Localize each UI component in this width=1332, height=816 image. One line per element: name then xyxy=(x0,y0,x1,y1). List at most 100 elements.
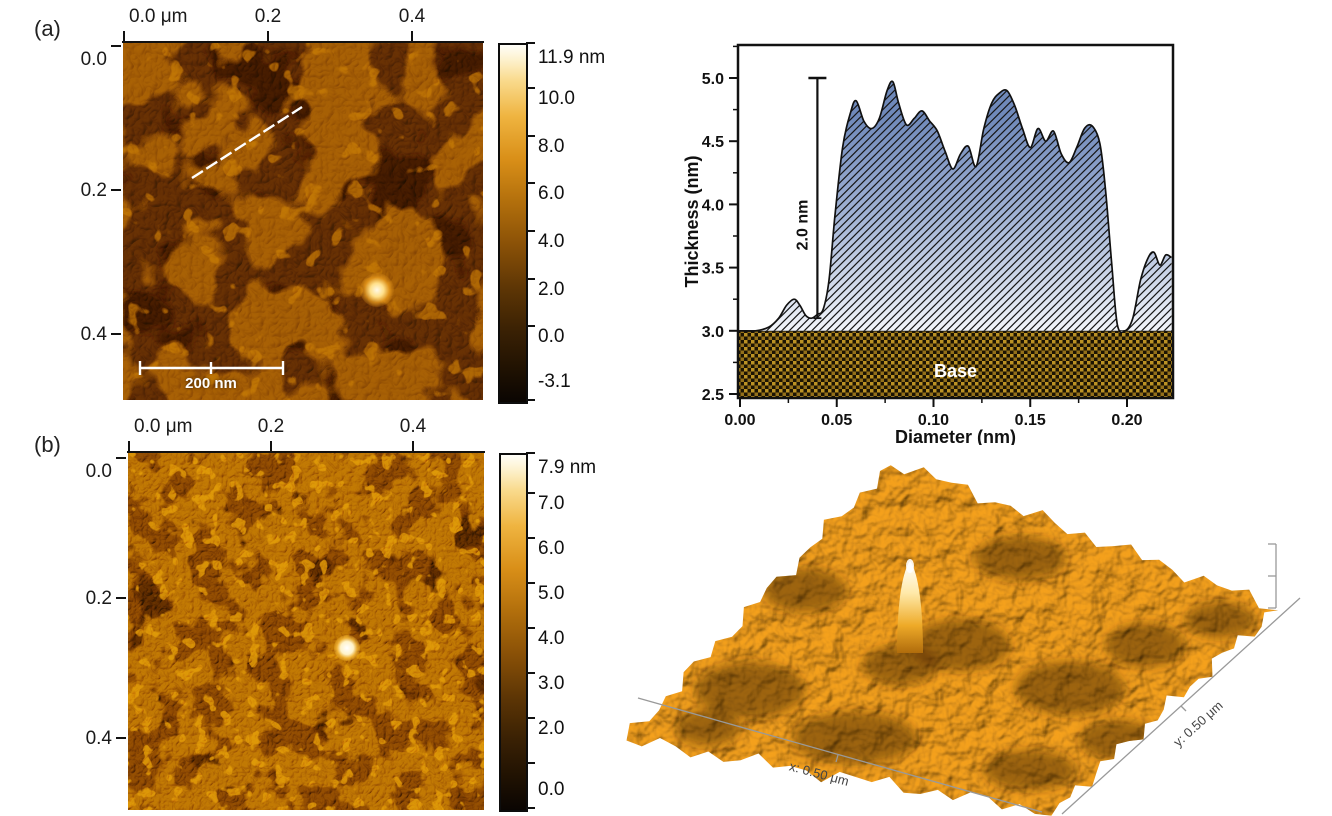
afm-topography-image-b xyxy=(128,453,484,810)
panel-a-y-tick-label: 0.4 xyxy=(80,324,107,345)
panel-a-cb-tick xyxy=(526,182,535,185)
panel-a-cb-tick xyxy=(526,399,535,401)
panel-b-cb-tick xyxy=(526,582,535,585)
height-annotation xyxy=(808,76,827,320)
panel-a-x-tick-label: 0.2 xyxy=(254,6,282,27)
panel-a-cb-label: 0.0 xyxy=(538,326,565,348)
panel-a-cb-label: 6.0 xyxy=(538,183,565,205)
colorbar-b xyxy=(499,453,528,812)
panel-b-label: (b) xyxy=(34,432,61,457)
y-tick-label: 3.0 xyxy=(702,324,724,341)
colorbar-a xyxy=(498,43,528,404)
base-region xyxy=(737,330,1174,399)
panel-a-y-tick xyxy=(111,189,121,191)
panel-b-x-tick-label: 0.2 xyxy=(257,416,285,437)
panel-b-x-tick-label: 0.0 μm xyxy=(134,416,193,437)
panel-b-cb-label: 0.0 xyxy=(538,779,565,800)
panel-a-y-tick-label: 0.0 xyxy=(80,49,107,70)
panel-a-cb-tick xyxy=(526,87,535,90)
profile-area-hatch xyxy=(740,81,1172,333)
panel-b-y-tick xyxy=(116,737,126,739)
bright-particle-a xyxy=(360,273,394,307)
x-tick-label: 0.05 xyxy=(821,412,852,429)
panel-b-y-tick xyxy=(116,597,126,599)
panel-b-cb-label: 4.0 xyxy=(538,628,565,650)
base-label: Base xyxy=(934,361,977,381)
panel-a-cb-tick xyxy=(526,277,535,280)
panel-b-cb-tick xyxy=(526,672,535,675)
panel-a-cb-label: 4.0 xyxy=(538,231,565,253)
panel-a-cb-label: 2.0 xyxy=(538,278,565,300)
panel-b-cb-tick xyxy=(526,717,535,720)
panel-a-cb-tick xyxy=(526,134,535,137)
panel-a-cb-label: -3.1 xyxy=(538,371,571,392)
panel-b-cb-tick xyxy=(526,452,535,454)
y-tick-label: 4.5 xyxy=(702,134,724,151)
panel-a-x-tick-label: 0.4 xyxy=(398,6,426,27)
panel-b-cb-label: 7.9 nm xyxy=(538,457,597,478)
panel-a-y-tick-label: 0.2 xyxy=(80,180,107,201)
panel-b-y-tick-label: 0.0 xyxy=(85,461,112,482)
panel-a-top-axis-line xyxy=(122,41,484,43)
panel-b-x-tick xyxy=(412,441,414,451)
panel-a-cb-tick xyxy=(526,230,535,233)
x-tick-label: 0.20 xyxy=(1111,412,1142,429)
thickness-profile-chart: 2.5 3.0 3.5 4.0 4.5 5.0 0.00 0.05 0.10 0.15 0.20 Di… xyxy=(682,43,1175,445)
panel-a-x-tick xyxy=(267,31,269,41)
panel-b-cb-tick xyxy=(526,537,535,540)
panel-b-cb-label: 6.0 xyxy=(538,538,565,560)
panel-b-cb-label: 7.0 xyxy=(538,493,565,515)
panel-a-x-tick xyxy=(411,31,413,41)
x-tick-label: 0.15 xyxy=(1015,412,1046,429)
annotation-label: 2.0 nm xyxy=(794,200,811,251)
x-axis-title: Diameter (nm) xyxy=(895,427,1016,445)
x-tick-label: 0.10 xyxy=(918,412,949,429)
y-axis-title: Thickness (nm) xyxy=(682,155,702,287)
panel-b-cb-tick xyxy=(526,627,535,630)
panel-a-cb-tick xyxy=(526,42,535,44)
afm-texture-a xyxy=(123,43,483,400)
panel-b-x-tick-label: 0.4 xyxy=(399,416,427,437)
panel-b-y-tick-label: 0.2 xyxy=(85,588,112,609)
surface-3d-y-label: y: 0.50 μm xyxy=(1170,698,1225,750)
panel-b-cb-tick xyxy=(526,807,535,809)
panel-b-cb-label: 3.0 xyxy=(538,673,565,695)
panel-b-x-tick xyxy=(270,441,272,451)
scale-bar xyxy=(138,361,285,375)
panel-a-y-tick xyxy=(111,333,121,335)
panel-b-cb-tick xyxy=(526,492,535,495)
panel-b-x-tick xyxy=(128,441,130,451)
plot-frame xyxy=(736,43,1175,400)
afm-a-overlays xyxy=(138,105,303,375)
panel-a-cb-label: 11.9 nm xyxy=(538,47,606,68)
bright-particle-b xyxy=(334,635,360,661)
panel-a-cb-label: 10.0 xyxy=(538,88,575,110)
y-tick-label: 2.5 xyxy=(702,387,724,404)
surface-dark-valleys xyxy=(676,536,1255,790)
y-tick-label: 3.5 xyxy=(702,261,724,278)
panel-a-cb-label: 8.0 xyxy=(538,135,565,157)
y-tick-label: 5.0 xyxy=(702,71,724,88)
bright-peak-3d xyxy=(897,561,923,653)
profile-dashed-line xyxy=(191,105,303,180)
panel-b-top-axis-line xyxy=(127,451,485,453)
panel-a-y-tick xyxy=(111,45,121,47)
panel-b-cb-label: 5.0 xyxy=(538,583,565,605)
profile-curve xyxy=(739,80,1172,334)
panel-a-cb-tick xyxy=(526,325,535,328)
x-tick-label: 0.00 xyxy=(724,412,755,429)
panel-a-label: (a) xyxy=(34,16,61,41)
scale-bar-label: 200 nm xyxy=(185,375,237,392)
panel-a-x-tick xyxy=(123,31,125,41)
panel-b-cb-label: 2.0 xyxy=(538,718,565,740)
panel-a-x-tick-label: 0.0 μm xyxy=(129,6,188,27)
afm-topography-image-a: 200 nm xyxy=(123,43,483,400)
afm-3d-surface-plot: x: 0.50 μmy: 0.50 μm xyxy=(626,465,1301,816)
panel-b-y-tick xyxy=(116,457,126,459)
afm-texture-b xyxy=(128,453,484,810)
panel-b-cb-tick xyxy=(526,762,535,765)
panel-b-y-tick-label: 0.4 xyxy=(85,728,112,749)
surface-3d-axes xyxy=(637,543,1301,815)
y-tick-label: 4.0 xyxy=(702,197,724,214)
